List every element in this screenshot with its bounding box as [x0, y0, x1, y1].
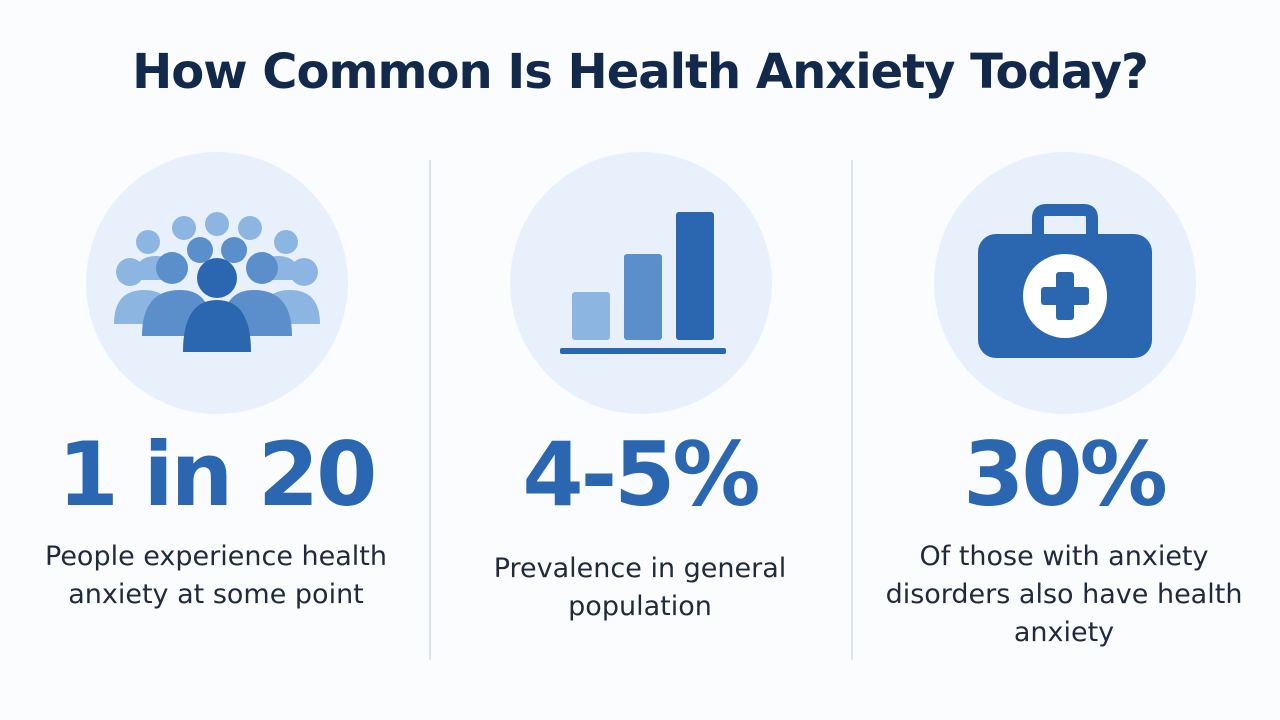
stat-card-comorbidity: 30% Of those with anxiety disorders also…: [854, 150, 1274, 690]
stat-description: People experience health anxiety at some…: [45, 541, 387, 610]
bar-chart-icon: [560, 212, 726, 354]
page-title: How Common Is Health Anxiety Today?: [132, 44, 1149, 100]
stat-value: 30%: [963, 423, 1168, 526]
stat-value: 1 in 20: [57, 423, 378, 526]
people-icon-circle: [86, 152, 348, 414]
medkit-icon-circle: [934, 152, 1196, 414]
stat-value: 4-5%: [522, 423, 760, 526]
column-divider-1: [429, 160, 431, 660]
stat-card-prevalence: 4-5% Prevalence in general population: [430, 150, 850, 690]
stat-description: Of those with anxiety disorders also hav…: [885, 541, 1243, 648]
column-divider-2: [851, 160, 853, 660]
stat-card-people: 1 in 20 People experience health anxiety…: [6, 150, 426, 690]
stat-description: Prevalence in general population: [493, 553, 787, 622]
medical-kit-icon: [978, 204, 1152, 358]
people-group-icon: [114, 212, 320, 352]
chart-icon-circle: [510, 152, 772, 414]
